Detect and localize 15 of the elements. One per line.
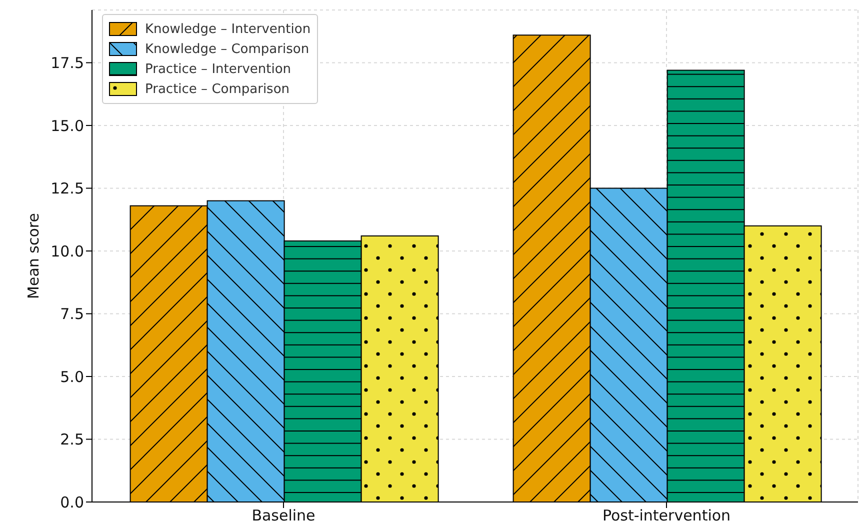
y-tick-label: 17.5 <box>50 54 84 72</box>
y-tick-label: 0.0 <box>60 493 84 512</box>
x-tick-label: Baseline <box>252 506 316 525</box>
legend-label: Knowledge – Comparison <box>145 42 310 56</box>
y-tick-label: 15.0 <box>50 116 84 135</box>
y-axis-title: Mean score <box>24 213 42 299</box>
y-tick-label: 5.0 <box>60 368 84 386</box>
y-tick-label: 12.5 <box>50 180 84 198</box>
x-tick-label: Post-intervention <box>602 506 731 525</box>
y-tick-label: 7.5 <box>60 305 84 324</box>
y-tick-label: 10.0 <box>50 242 84 260</box>
legend-label: Knowledge – Intervention <box>145 22 311 36</box>
legend-label: Practice – Intervention <box>145 62 292 76</box>
legend-label: Practice – Comparison <box>145 82 290 96</box>
y-tick-label: 2.5 <box>60 430 84 449</box>
